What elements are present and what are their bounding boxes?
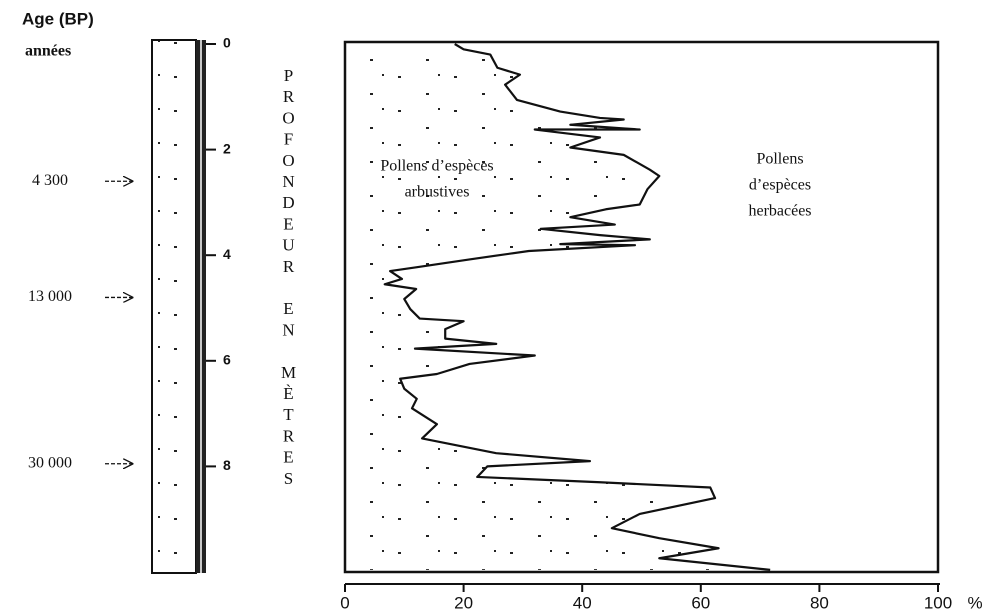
depth-tick-label: 4 [223,246,231,262]
depth-tick-label: 6 [223,352,231,368]
depth-tick-label: 2 [223,140,231,156]
x-tick-label: 80 [810,593,829,612]
area-label: herbacées [748,203,811,220]
x-tick-label: 60 [691,593,710,612]
pollen-curve [383,43,771,571]
area-label: Pollens [756,151,803,168]
shrub-pollen-area [345,44,771,570]
x-tick-label: 0 [340,593,349,612]
x-tick-label: 20 [454,593,473,612]
x-tick-label: 100 [924,593,952,612]
area-label: arbustives [405,184,470,201]
age-subtitle: années [25,43,71,60]
age-label: 30 000 [28,454,72,471]
area-label: d’espèces [749,177,811,194]
depth-tick-label: 0 [223,35,231,51]
depth-tick-label: 8 [223,457,231,473]
age-label: 13 000 [28,288,72,305]
core-column [151,39,206,574]
plot-frame [343,40,940,574]
x-unit: % [967,593,982,612]
area-label: Pollens d’espèces [380,158,493,175]
depth-axis-title: PROFONDEUR EN MÈTRES [279,66,298,490]
x-tick-label: 40 [573,593,592,612]
age-label: 4 300 [32,172,68,189]
age-title: Age (BP) [22,9,94,28]
